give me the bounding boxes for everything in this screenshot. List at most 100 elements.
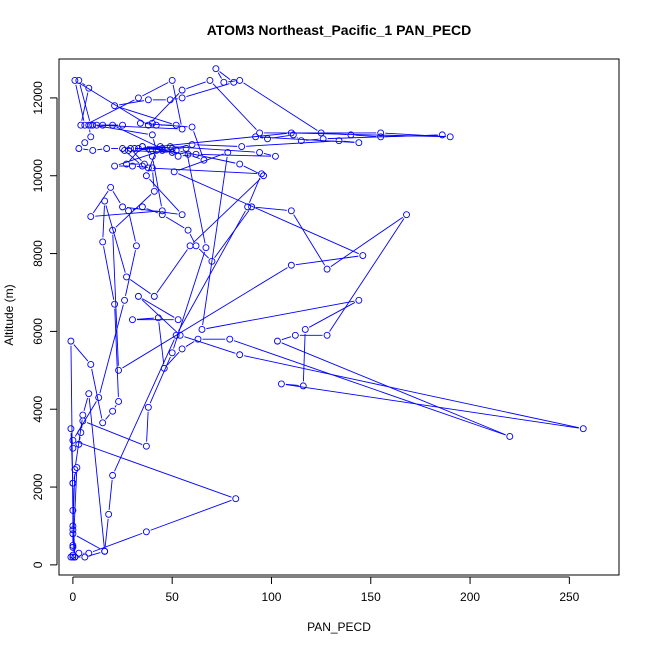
data-point	[115, 366, 123, 374]
series-segment	[243, 165, 260, 175]
data-point	[206, 76, 214, 84]
series-segment	[263, 153, 272, 156]
series-segment	[243, 82, 318, 131]
data-point	[125, 207, 132, 215]
data-point	[403, 211, 410, 219]
series-segment	[82, 82, 86, 86]
data-point	[272, 152, 279, 160]
data-point	[140, 160, 148, 168]
data-point	[111, 300, 119, 308]
data-point	[297, 137, 305, 145]
series-segment	[125, 250, 136, 296]
data-point	[69, 543, 77, 551]
data-point	[119, 121, 126, 129]
series-segment	[281, 342, 506, 436]
series-segment	[177, 210, 246, 332]
data-point	[230, 78, 238, 86]
data-point	[115, 397, 123, 405]
data-point	[252, 133, 260, 141]
series-segment	[246, 140, 335, 147]
data-point	[347, 131, 355, 139]
series-segment	[86, 422, 143, 445]
series-segment	[91, 368, 103, 419]
data-point	[67, 337, 75, 345]
data-point	[182, 145, 190, 152]
series-segment	[198, 248, 210, 259]
series-segment	[122, 267, 288, 369]
x-tick-label: 100	[261, 590, 281, 604]
data-point	[142, 528, 150, 536]
data-point	[136, 119, 144, 127]
data-point	[168, 148, 176, 156]
data-point	[355, 139, 363, 147]
y-tick-label: 0	[31, 561, 45, 568]
data-point	[69, 530, 77, 538]
series-segment	[285, 384, 579, 429]
series-segment	[325, 132, 347, 136]
series-segment	[92, 532, 143, 553]
series-segment	[193, 178, 261, 244]
x-tick-label: 50	[166, 590, 180, 604]
series-segment	[302, 333, 306, 382]
data-point	[194, 335, 202, 343]
series-segment	[330, 216, 404, 267]
data-point	[75, 145, 83, 152]
data-point	[166, 96, 174, 104]
data-point	[123, 273, 130, 281]
data-point	[273, 337, 281, 345]
data-point	[105, 510, 113, 518]
data-point	[377, 129, 385, 137]
data-point	[119, 203, 126, 211]
data-point	[75, 440, 83, 448]
series-segment	[189, 234, 195, 242]
data-point	[85, 549, 93, 557]
series-segment	[206, 300, 355, 330]
data-point	[172, 146, 180, 154]
series-segment	[244, 355, 579, 429]
series-segment	[112, 191, 121, 204]
data-point	[160, 364, 168, 372]
x-axis: 0 50 100 150 200 250	[70, 576, 580, 604]
data-point	[355, 296, 363, 304]
data-point	[323, 265, 331, 273]
series-segment	[72, 472, 78, 551]
series-segment	[92, 190, 109, 214]
data-point	[220, 78, 228, 86]
series-segment	[248, 177, 261, 203]
series-segment	[129, 215, 136, 242]
series-segment	[127, 153, 140, 164]
series-segment	[172, 84, 182, 125]
data-point	[123, 160, 130, 168]
series-segment	[83, 397, 89, 411]
data-point	[299, 382, 307, 390]
series-segment	[99, 304, 124, 394]
data-point	[129, 316, 136, 324]
data-point	[69, 551, 77, 559]
data-point	[103, 145, 111, 152]
data-point	[226, 335, 234, 343]
data-point	[142, 172, 150, 180]
data-point	[232, 495, 240, 503]
series-segment	[186, 152, 206, 244]
y-axis: 0 2000 4000 6000 8000 10000 12000	[31, 81, 58, 568]
series-segment	[329, 218, 405, 332]
data-point	[192, 150, 200, 158]
series-segment	[149, 178, 180, 212]
series-segment	[73, 471, 77, 479]
data-point	[67, 425, 75, 433]
data-point	[87, 121, 95, 129]
series-segment	[88, 398, 105, 547]
data-point	[85, 84, 93, 92]
data-point	[109, 226, 117, 234]
data-point	[77, 121, 85, 129]
data-point	[75, 549, 83, 557]
series-segment	[193, 131, 203, 157]
series-segment	[146, 411, 149, 442]
data-point	[150, 187, 158, 195]
data-point	[109, 121, 117, 129]
data-point	[168, 349, 176, 357]
series-segment	[97, 148, 103, 151]
data-point	[256, 148, 264, 156]
data-point	[174, 316, 182, 324]
